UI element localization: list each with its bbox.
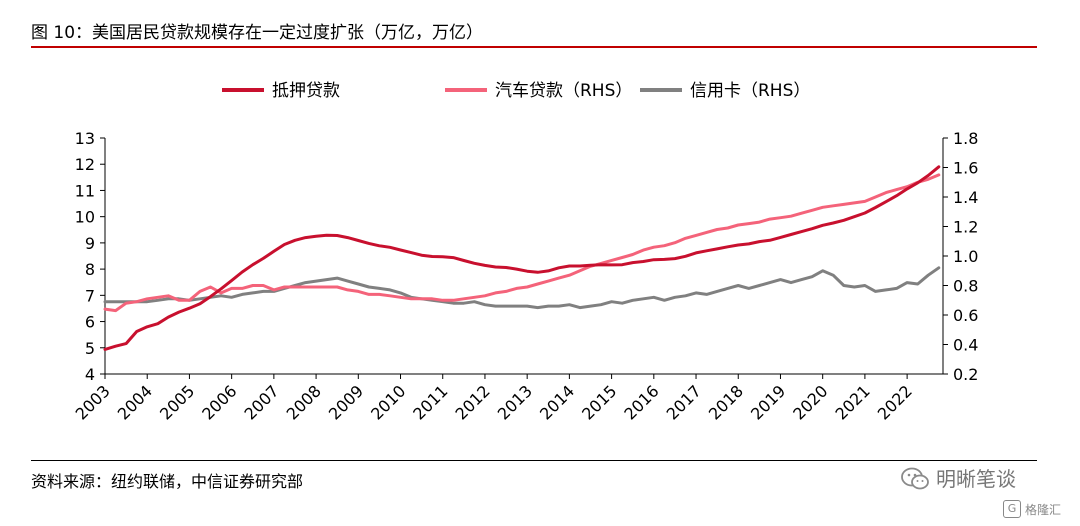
x-tick-label: 2006 xyxy=(198,381,240,423)
series-line-mortgage xyxy=(103,165,941,351)
left-tick-label: 4 xyxy=(85,365,95,384)
legend-label-auto: 汽车贷款（RHS） xyxy=(495,81,632,101)
left-tick-label: 11 xyxy=(75,181,95,200)
x-tick-label: 2017 xyxy=(663,381,705,423)
right-tick-label: 0.6 xyxy=(953,306,978,325)
x-tick-label: 2021 xyxy=(832,381,874,423)
x-tick-label: 2019 xyxy=(747,381,789,423)
x-tick-label: 2018 xyxy=(705,381,747,423)
left-tick-label: 9 xyxy=(85,234,95,253)
x-tick-label: 2003 xyxy=(72,381,114,423)
series-line-card xyxy=(103,266,941,310)
right-tick-label: 1.4 xyxy=(953,188,978,207)
right-tick-label: 1.6 xyxy=(953,159,978,178)
x-tick-label: 2004 xyxy=(114,381,156,423)
title-rule xyxy=(31,46,1037,48)
x-tick-label: 2016 xyxy=(620,381,662,423)
left-tick-label: 12 xyxy=(75,155,95,174)
right-tick-label: 1.2 xyxy=(953,218,978,237)
right-tick-label: 0.4 xyxy=(953,336,978,355)
watermark-badge: G 格隆汇 xyxy=(1003,500,1061,518)
x-tick-label: 2007 xyxy=(240,381,282,423)
x-tick-label: 2014 xyxy=(536,381,578,423)
series-lines xyxy=(103,165,941,351)
badge-text: 格隆汇 xyxy=(1025,502,1062,517)
x-tick-label: 2009 xyxy=(325,381,367,423)
badge-logo-icon: G xyxy=(1003,500,1021,518)
footer-rule xyxy=(31,460,1037,461)
source-note: 资料来源：纽约联储，中信证券研究部 xyxy=(31,472,304,491)
left-tick-label: 7 xyxy=(85,286,95,305)
legend-label-card: 信用卡（RHS） xyxy=(690,81,810,101)
x-tick-label: 2012 xyxy=(452,381,494,423)
series-line-auto xyxy=(103,173,941,313)
x-tick-label: 2022 xyxy=(874,381,916,423)
legend-label-mortgage: 抵押贷款 xyxy=(272,81,340,101)
x-tick-label: 2005 xyxy=(156,381,198,423)
right-tick-label: 1.8 xyxy=(953,129,978,148)
legend: 抵押贷款 汽车贷款（RHS） 信用卡（RHS） xyxy=(222,81,810,101)
x-tick-label: 2011 xyxy=(409,381,451,423)
watermark: 明晰笔谈 xyxy=(900,466,1016,492)
x-tick-label: 2020 xyxy=(789,381,831,423)
right-tick-label: 1.0 xyxy=(953,247,978,266)
x-tick-label: 2013 xyxy=(494,381,536,423)
watermark-text: 明晰笔谈 xyxy=(936,467,1016,491)
chart: 抵押贷款 汽车贷款（RHS） 信用卡（RHS） 4 5 6 7 8 9 10 11 12 13 0.2 0… xyxy=(72,81,979,424)
left-tick-label: 10 xyxy=(75,208,95,227)
figure-title: 图 10：美国居民贷款规模存在一定过度扩张（万亿，万亿） xyxy=(31,23,484,43)
right-tick-label: 0.8 xyxy=(953,277,978,296)
x-tick-label: 2008 xyxy=(283,381,325,423)
left-tick-label: 6 xyxy=(85,313,95,332)
x-tick-label: 2010 xyxy=(367,381,409,423)
left-tick-label: 5 xyxy=(85,339,95,358)
wechat-icon xyxy=(901,467,929,490)
x-tick-label: 2015 xyxy=(578,381,620,423)
left-tick-label: 8 xyxy=(85,260,95,279)
axes: 4 5 6 7 8 9 10 11 12 13 0.2 0.4 0.6 0.8 1.0 1.2 1.4 1.6 1.… xyxy=(72,129,979,424)
left-tick-label: 13 xyxy=(75,129,95,148)
right-tick-label: 0.2 xyxy=(953,365,978,384)
